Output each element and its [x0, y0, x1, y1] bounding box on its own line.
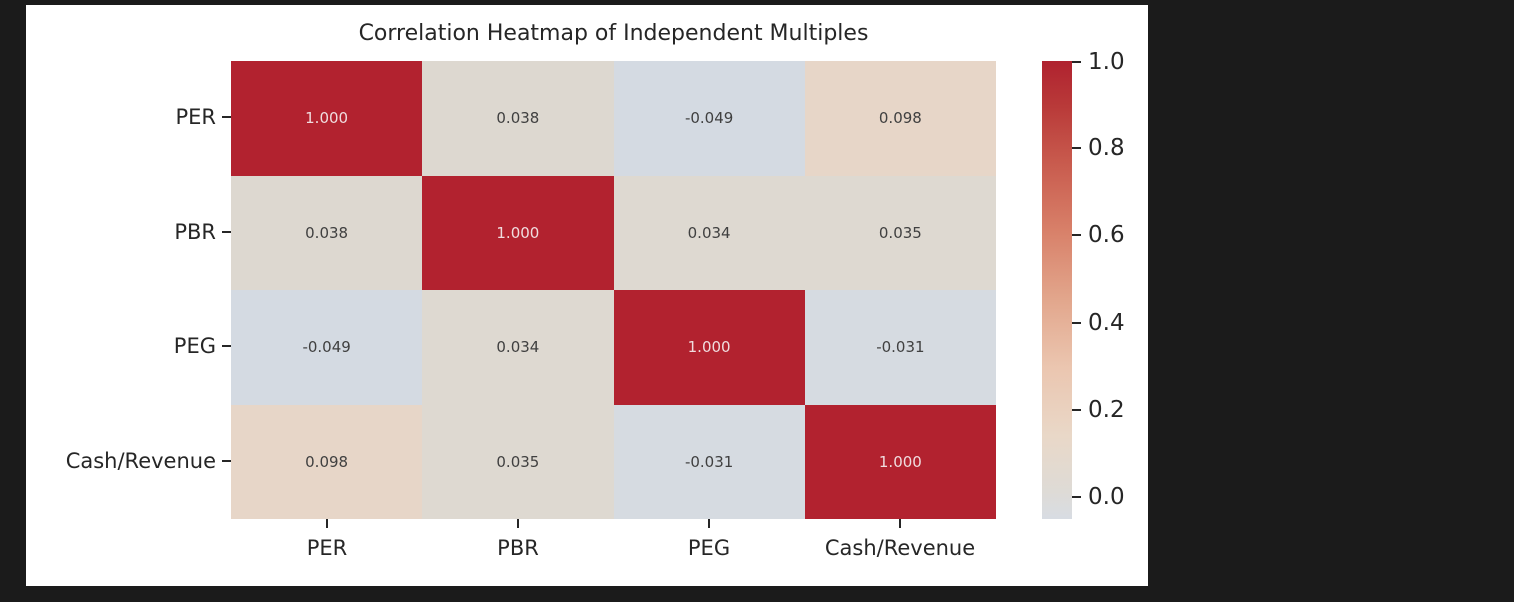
heatmap-cell: -0.031: [804, 290, 996, 405]
y-axis-tick: [222, 345, 231, 347]
y-axis-tick: [222, 231, 231, 233]
heatmap-cell: 0.035: [804, 175, 996, 290]
heatmap-cell: 1.000: [613, 290, 805, 405]
colorbar-tick-label: 0.0: [1088, 484, 1125, 510]
heatmap-cell: 1.000: [231, 61, 423, 176]
heatmap-cell: 0.038: [231, 175, 423, 290]
x-axis-label: PER: [306, 536, 348, 560]
heatmap-cell: 0.034: [613, 175, 805, 290]
y-axis-label: PBR: [174, 220, 216, 244]
colorbar-tick-label: 0.8: [1088, 135, 1125, 161]
heatmap-cell: 0.034: [422, 290, 614, 405]
y-axis-label: PEG: [173, 334, 216, 358]
heatmap-cell: 0.098: [804, 61, 996, 176]
colorbar-tick-label: 1.0: [1088, 49, 1125, 75]
heatmap-cell: 0.035: [422, 404, 614, 519]
colorbar-tick: [1072, 147, 1081, 149]
x-axis-label: Cash/Revenue: [824, 536, 976, 560]
heatmap-cell: -0.049: [231, 290, 423, 405]
colorbar-tick: [1072, 496, 1081, 498]
y-axis-tick: [222, 116, 231, 118]
colorbar-tick-label: 0.6: [1088, 222, 1125, 248]
x-axis-tick: [326, 519, 328, 528]
heatmap-cell: 1.000: [422, 175, 614, 290]
y-axis-tick: [222, 460, 231, 462]
y-axis-label: PER: [175, 105, 216, 129]
colorbar-gradient: [1042, 61, 1072, 519]
colorbar-tick: [1072, 234, 1081, 236]
heatmap-cell: 1.000: [804, 404, 996, 519]
colorbar-tick-label: 0.2: [1088, 397, 1125, 423]
chart-title: Correlation Heatmap of Independent Multi…: [358, 21, 869, 46]
x-axis-tick: [708, 519, 710, 528]
colorbar-tick: [1072, 61, 1081, 63]
colorbar-tick: [1072, 409, 1081, 411]
colorbar-tick-label: 0.4: [1088, 310, 1125, 336]
colorbar-tick: [1072, 322, 1081, 324]
heatmap-cell: 0.098: [231, 404, 423, 519]
x-axis-label: PBR: [497, 536, 539, 560]
x-axis-tick: [899, 519, 901, 528]
chart-figure: Correlation Heatmap of Independent Multi…: [26, 5, 1148, 586]
heatmap-cell: -0.031: [613, 404, 805, 519]
heatmap-cell: 0.038: [422, 61, 614, 176]
x-axis-tick: [517, 519, 519, 528]
heatmap: 1.000 0.038 -0.049 0.098 0.038 1.000 0.0…: [231, 61, 996, 519]
y-axis-label: Cash/Revenue: [65, 449, 216, 473]
x-axis-label: PEG: [687, 536, 731, 560]
heatmap-cell: -0.049: [613, 61, 805, 176]
